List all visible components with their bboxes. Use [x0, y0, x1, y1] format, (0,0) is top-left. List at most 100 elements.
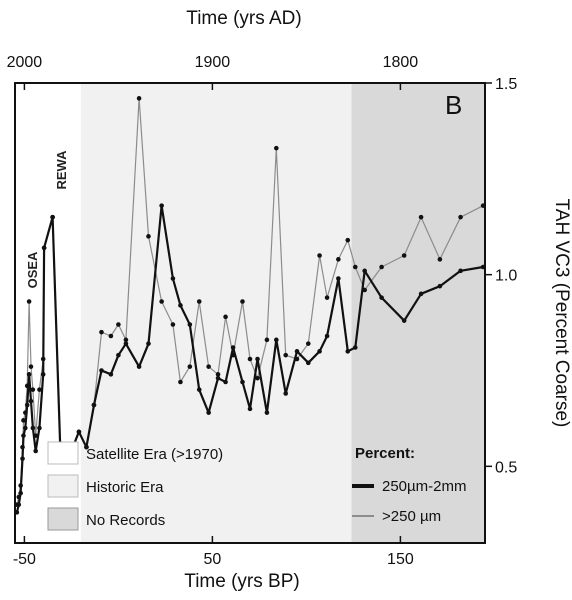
annotation-osea: OSEA — [25, 251, 40, 288]
data-point-s0-10 — [33, 448, 38, 454]
data-point-s0-28 — [178, 303, 183, 308]
data-point-s1-53 — [458, 214, 463, 220]
data-point-s1-42 — [305, 341, 311, 346]
data-point-s0-24 — [136, 364, 142, 369]
data-point-s1-32 — [215, 372, 221, 377]
tick-layer: -50 50 150 2000 1900 1800 0.5 1.0 1.5 — [7, 54, 518, 568]
data-point-s1-51 — [418, 214, 424, 220]
data-point-s1-49 — [379, 264, 384, 270]
data-point-s1-37 — [255, 375, 260, 381]
data-point-s1-27 — [170, 322, 176, 327]
legend-label-no-records: No Records — [86, 512, 165, 529]
data-point-s0-0 — [14, 510, 20, 515]
legend-label-satellite-era: Satellite Era (>1970) — [86, 446, 223, 463]
data-point-s1-28 — [178, 379, 183, 385]
plot-frame — [14, 82, 486, 544]
data-point-s0-21 — [108, 372, 114, 377]
data-point-s0-26 — [159, 203, 164, 208]
data-point-s1-22 — [116, 322, 121, 327]
annotation-rewa: REWA — [54, 150, 69, 190]
legend-label-fine-coarse: 250µm-2mm — [382, 478, 467, 495]
legend-swatch-no-records — [47, 507, 79, 531]
data-point-s0-52 — [437, 283, 443, 289]
legend-swatch-satellite-era — [47, 441, 79, 465]
y-tick-label-2: 1.5 — [495, 76, 517, 93]
data-point-s0-7 — [26, 372, 32, 377]
data-point-s1-23 — [123, 337, 129, 343]
era-backgrounds — [15, 83, 485, 543]
data-point-s0-47 — [352, 345, 358, 350]
data-point-s0-37 — [255, 356, 260, 362]
legend-label-historic-era: Historic Era — [86, 479, 164, 496]
data-point-s0-12 — [40, 372, 46, 377]
data-point-s0-48 — [362, 268, 367, 274]
data-point-s0-51 — [418, 291, 424, 297]
data-point-s1-31 — [206, 364, 211, 369]
data-point-s1-20 — [99, 329, 104, 335]
data-point-s0-4 — [21, 433, 26, 438]
y-tick-label-0: 0.5 — [495, 459, 517, 476]
data-point-s1-36 — [247, 356, 253, 362]
data-point-s0-40 — [283, 391, 289, 396]
data-point-s1-35 — [240, 299, 245, 304]
data-point-s1-44 — [324, 295, 330, 300]
data-point-s0-36 — [247, 406, 253, 412]
data-point-s0-18 — [84, 444, 89, 450]
data-point-s0-32 — [215, 375, 221, 381]
data-point-s0-20 — [99, 368, 104, 373]
panel-letter: B — [445, 90, 462, 120]
series-legend: Percent: 250µm-2mm >250 µm — [352, 445, 467, 525]
data-point-s0-46 — [345, 349, 351, 354]
data-point-s0-22 — [116, 352, 121, 358]
data-point-s0-8 — [28, 398, 34, 404]
data-point-s0-42 — [305, 360, 311, 366]
data-point-s0-2 — [18, 490, 23, 496]
data-point-s0-29 — [187, 322, 193, 327]
legend-title: Percent: — [355, 445, 415, 462]
data-point-s0-30 — [196, 387, 202, 392]
data-point-s0-25 — [146, 341, 151, 346]
data-point-s1-7 — [26, 299, 32, 304]
data-point-s0-13 — [41, 245, 47, 251]
top-tick-label-2: 1800 — [383, 54, 419, 71]
data-point-s0-45 — [336, 276, 341, 281]
data-point-s0-27 — [170, 276, 176, 281]
data-point-s1-38 — [264, 337, 270, 343]
top-tick-label-0: 2000 — [7, 54, 43, 71]
legend-label-coarse: >250 µm — [382, 508, 441, 525]
legend-swatch-historic-era — [47, 474, 79, 498]
data-point-s0-38 — [264, 410, 270, 415]
data-point-s0-31 — [206, 410, 211, 415]
data-point-s0-33 — [223, 379, 228, 385]
era-band-0 — [15, 83, 81, 543]
data-point-s0-17 — [76, 429, 82, 435]
data-point-s1-47 — [352, 264, 358, 270]
data-point-s1-4 — [21, 418, 26, 423]
data-point-s0-41 — [294, 349, 300, 354]
data-point-s1-29 — [187, 364, 193, 369]
data-point-s0-44 — [324, 333, 330, 339]
data-point-s1-24 — [136, 96, 142, 101]
data-point-s0-1 — [16, 502, 22, 507]
data-point-s0-34 — [230, 345, 236, 350]
data-point-s1-25 — [146, 234, 151, 239]
data-point-s0-23 — [123, 341, 129, 346]
data-point-s1-45 — [336, 257, 341, 262]
data-point-s0-49 — [379, 295, 384, 300]
data-point-s0-11 — [37, 425, 42, 431]
data-point-s0-43 — [317, 349, 322, 354]
era-band-1 — [80, 83, 352, 543]
era-legend: Satellite Era (>1970) Historic Era No Re… — [47, 441, 223, 531]
data-point-s1-8 — [28, 364, 34, 369]
data-point-s0-14 — [50, 214, 55, 220]
data-point-s0-3 — [20, 456, 25, 461]
data-point-s1-33 — [223, 314, 228, 320]
data-point-s1-40 — [283, 352, 289, 358]
x-tick-label-1: 50 — [204, 551, 222, 568]
data-point-s0-35 — [240, 379, 245, 385]
data-point-s0-19 — [91, 402, 97, 408]
data-point-s1-9 — [30, 387, 36, 392]
data-point-s1-54 — [480, 203, 486, 208]
data-point-s1-11 — [37, 387, 42, 392]
